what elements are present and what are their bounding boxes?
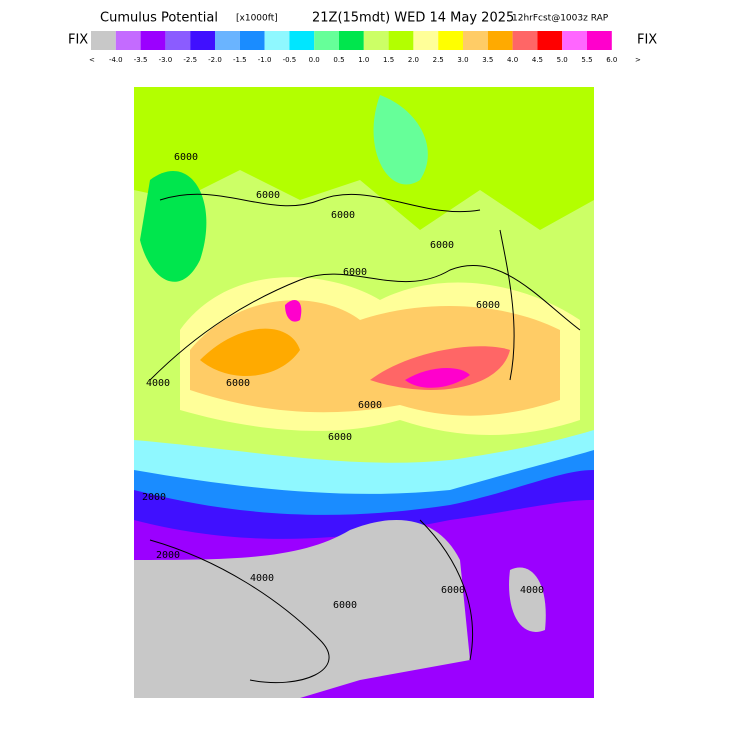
color-box — [239, 31, 265, 50]
colorbar-tick: -1.0 — [258, 56, 272, 64]
color-box — [512, 31, 538, 50]
contour-label: 6000 — [333, 600, 357, 611]
colorbar-tick: -2.5 — [183, 56, 197, 64]
color-box — [438, 31, 463, 50]
color-box — [91, 31, 116, 50]
color-box — [537, 31, 563, 50]
contour-label: 6000 — [430, 240, 454, 251]
colorbar-tick: -3.5 — [134, 56, 148, 64]
fix-left: FIX — [68, 33, 88, 48]
colorbar-tick: -4.0 — [109, 56, 123, 64]
colorbar-tick: 5.5 — [581, 56, 592, 64]
colorbar-tick: 5.0 — [557, 56, 568, 64]
contour-label: 2000 — [156, 550, 180, 561]
color-box — [487, 31, 513, 50]
color-box — [190, 31, 215, 50]
units: [x1000ft] — [236, 14, 278, 24]
colorbar-tick: -1.5 — [233, 56, 247, 64]
forecast-info: 12hrFcst@1003z RAP — [512, 14, 609, 24]
color-box — [562, 31, 587, 50]
contour-label: 6000 — [256, 190, 280, 201]
colorbar-tick: 1.5 — [383, 56, 394, 64]
colorbar-tick: 4.0 — [507, 56, 518, 64]
color-box — [115, 31, 141, 50]
fix-right: FIX — [637, 33, 657, 48]
map — [134, 87, 594, 698]
title: Cumulus Potential — [100, 11, 218, 26]
colorbar-tick: -0.5 — [283, 56, 297, 64]
contour-label: 6000 — [174, 152, 198, 163]
colorbar-tick: 1.0 — [358, 56, 369, 64]
color-box — [264, 31, 290, 50]
colorbar-tick: 3.0 — [457, 56, 468, 64]
arrow-right: > — [635, 56, 641, 64]
contour-label: 6000 — [328, 432, 352, 443]
contour-label: 6000 — [226, 378, 250, 389]
contour-label: 2000 — [142, 492, 166, 503]
valid-time: 21Z(15mdt) WED 14 May 2025 — [312, 11, 514, 26]
colorbar-tick: 4.5 — [532, 56, 543, 64]
colorbar-tick: 2.0 — [408, 56, 419, 64]
color-box — [165, 31, 191, 50]
contour-label: 6000 — [358, 400, 382, 411]
colorbar-tick: 0.5 — [333, 56, 344, 64]
colorbar-tick: -2.0 — [208, 56, 222, 64]
arrow-left: < — [89, 56, 95, 64]
colorbar-tick: 0.0 — [309, 56, 320, 64]
contour-label: 6000 — [441, 585, 465, 596]
contour-label: 4000 — [250, 573, 274, 584]
color-box — [215, 31, 240, 50]
colorbar-tick: -3.0 — [159, 56, 173, 64]
colorbar-tick: 3.5 — [482, 56, 493, 64]
color-box — [363, 31, 389, 50]
colorbar-tick: 2.5 — [433, 56, 444, 64]
contour-label: 4000 — [146, 378, 170, 389]
contour-labels: 6000 6000 6000 6000 6000 6000 4000 6000 6000 6000… — [142, 152, 544, 611]
color-box — [587, 31, 612, 50]
color-box — [339, 31, 364, 50]
color-box — [463, 31, 488, 50]
colorbar: -4.0 -3.5 -3.0 -2.5 -2.0 -1.5 -1.0 -0.5 0.0 0.5 1.… — [91, 31, 617, 64]
contour-label: 4000 — [520, 585, 544, 596]
color-box — [140, 31, 166, 50]
color-box — [388, 31, 414, 50]
contour-label: 6000 — [476, 300, 500, 311]
contour-label: 6000 — [331, 210, 355, 221]
color-box — [289, 31, 315, 50]
color-box — [314, 31, 339, 50]
color-box — [413, 31, 439, 50]
colorbar-tick: 6.0 — [606, 56, 617, 64]
contour-label: 6000 — [343, 267, 367, 278]
